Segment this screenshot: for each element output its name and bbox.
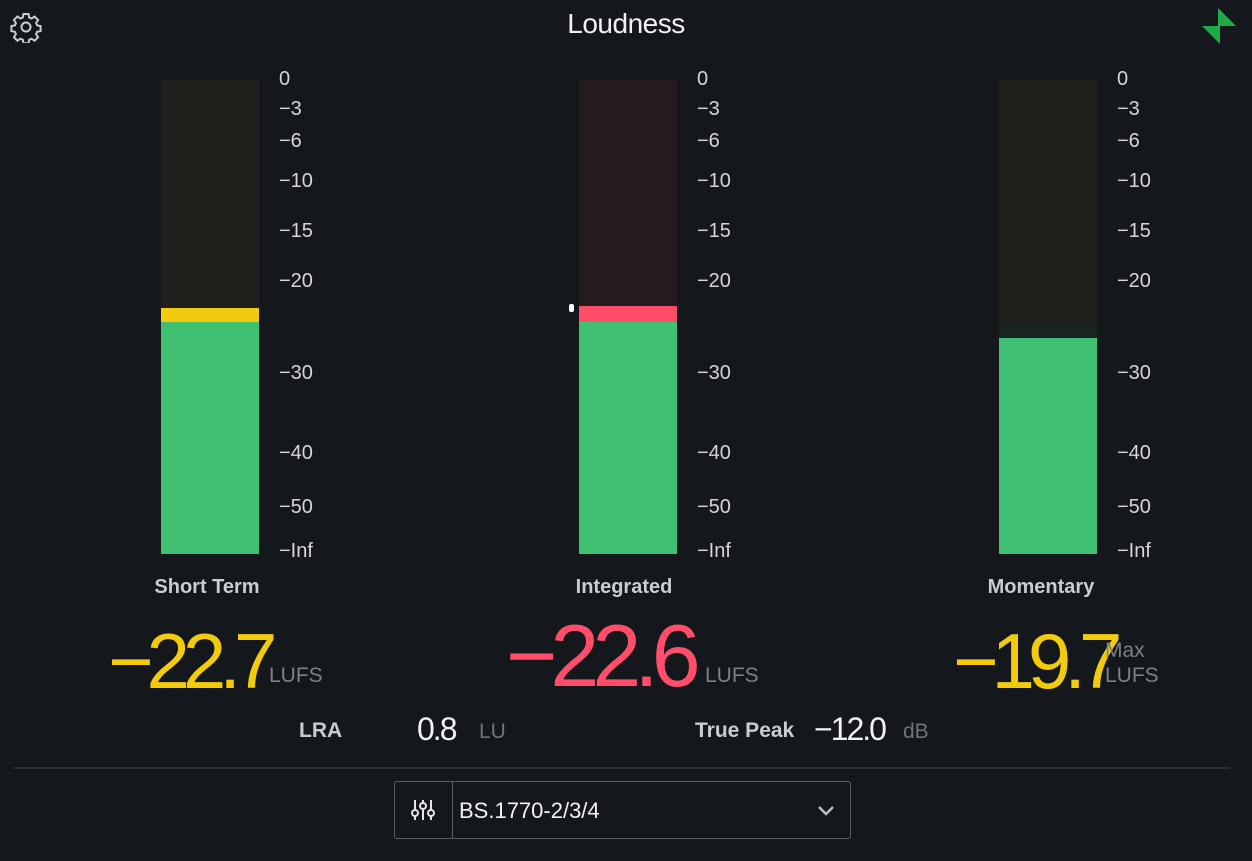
meter-fill — [999, 338, 1097, 554]
target-marker — [569, 304, 574, 312]
scale-tick: −6 — [279, 130, 302, 152]
momentary-meter — [999, 80, 1097, 554]
scale-tick: −15 — [697, 220, 731, 242]
scale-tick: −20 — [279, 270, 313, 292]
momentary-unit-max: Max — [1105, 639, 1145, 662]
scale-tick: −10 — [697, 170, 731, 192]
scale-tick: −6 — [1117, 130, 1140, 152]
scale-tick: −50 — [697, 496, 731, 518]
scale-tick: −10 — [279, 170, 313, 192]
short-term-unit: LUFS — [269, 664, 323, 687]
meter-hold-band — [999, 322, 1097, 338]
meter-peak-cap — [161, 308, 259, 322]
scale-tick: −15 — [1117, 220, 1151, 242]
scale-tick: −20 — [1117, 270, 1151, 292]
window-title: Loudness — [567, 8, 685, 39]
true-peak-label: True Peak — [695, 719, 795, 742]
sliders-icon — [411, 800, 435, 820]
scale-tick: −30 — [279, 362, 313, 384]
momentary-value: −19.7 — [953, 617, 1122, 705]
preset-settings-button[interactable] — [395, 782, 453, 838]
integrated-meter — [579, 80, 677, 554]
scale-tick: −3 — [279, 98, 302, 120]
momentary-unit: LUFS — [1105, 664, 1159, 687]
true-peak-unit: dB — [903, 720, 929, 743]
momentary-label: Momentary — [987, 576, 1095, 598]
scale-tick: 0 — [279, 68, 291, 90]
lra-unit: LU — [479, 720, 506, 743]
short-term-value: −22.7 — [108, 617, 277, 705]
scale-tick: 0 — [697, 68, 709, 90]
scale-tick: −50 — [1117, 496, 1151, 518]
scale-tick: −30 — [1117, 362, 1151, 384]
scale-tick: −Inf — [279, 540, 313, 562]
short-term-meter — [161, 80, 259, 554]
meter-fill — [579, 322, 677, 554]
scale-tick: −3 — [697, 98, 720, 120]
scale-tick: −6 — [697, 130, 720, 152]
scale-tick: −Inf — [697, 540, 731, 562]
short-term-label: Short Term — [154, 576, 260, 598]
scale-tick: −Inf — [1117, 540, 1151, 562]
scale-tick: −20 — [697, 270, 731, 292]
integrated-value: −22.6 — [506, 606, 701, 705]
integrated-scale: 0 −3 −6 −10 −15 −20 −30 −40 −50 −Inf — [697, 0, 757, 861]
short-term-scale: 0 −3 −6 −10 −15 −20 −30 −40 −50 −Inf — [279, 0, 339, 861]
preset-dropdown[interactable]: BS.1770-2/3/4 — [394, 781, 851, 839]
logo-icon — [1200, 6, 1240, 46]
scale-tick: −15 — [279, 220, 313, 242]
lra-value: 0.8 — [417, 711, 458, 747]
scale-tick: −30 — [697, 362, 731, 384]
true-peak-value: −12.0 — [814, 711, 887, 747]
meter-fill — [161, 322, 259, 554]
chevron-down-icon[interactable] — [816, 800, 836, 820]
meter-peak-cap — [579, 306, 677, 322]
integrated-unit: LUFS — [705, 664, 759, 687]
preset-value: BS.1770-2/3/4 — [459, 798, 600, 823]
scale-tick: −50 — [279, 496, 313, 518]
lra-label: LRA — [299, 719, 343, 742]
scale-tick: −10 — [1117, 170, 1151, 192]
scale-tick: −40 — [697, 442, 731, 464]
divider — [14, 767, 1230, 769]
momentary-scale: 0 −3 −6 −10 −15 −20 −30 −40 −50 −Inf — [1117, 0, 1177, 861]
scale-tick: −3 — [1117, 98, 1140, 120]
scale-tick: 0 — [1117, 68, 1129, 90]
scale-tick: −40 — [279, 442, 313, 464]
scale-tick: −40 — [1117, 442, 1151, 464]
integrated-label: Integrated — [575, 576, 673, 598]
